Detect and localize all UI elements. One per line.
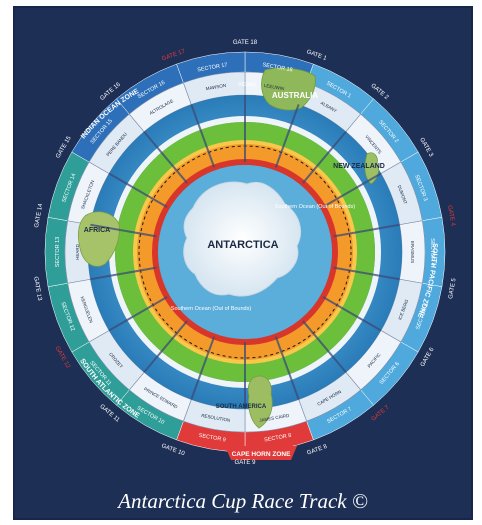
gate-label: GATE 18	[233, 40, 258, 46]
sector-label: SECTOR 17	[197, 62, 228, 73]
sector-label: SECTOR 4	[429, 238, 435, 265]
sector-spoke	[333, 223, 400, 238]
map-frame: ANTARCTICA AUSTRALIA NEW ZEALAND AFRICA …	[13, 6, 473, 520]
sector-spoke	[274, 104, 300, 168]
sector-label: SECTOR 9	[198, 433, 226, 444]
sector-spoke	[108, 172, 168, 208]
sector-spoke	[302, 320, 347, 373]
antarctica-label: ANTARCTICA	[207, 239, 278, 251]
australia-label: AUSTRALIA	[272, 91, 318, 100]
gate-label: GATE 3	[418, 137, 434, 159]
gate-label: GATE 8	[306, 444, 328, 457]
sector-name-label: MAWSON	[205, 83, 226, 92]
sector-spoke	[333, 266, 400, 281]
albany-label: Albany	[238, 82, 256, 88]
southern-ocean-label-bottom: Southern Ocean (Out of Bounds)	[171, 306, 252, 312]
map-caption: Antarctica Cup Race Track ©	[118, 488, 368, 513]
new-zealand-label: NEW ZEALAND	[333, 163, 385, 170]
sector-name-label: RESOLUTION	[201, 413, 231, 423]
cape-horn-zone-label: CAPE HORN ZONE	[232, 451, 292, 458]
race-track-map: ANTARCTICA AUSTRALIA NEW ZEALAND AFRICA …	[32, 40, 458, 466]
sector-label: SECTOR 13	[55, 237, 61, 267]
sector-spoke	[90, 223, 157, 238]
sector-name-label: ERASMUS	[410, 241, 415, 263]
sector-spoke	[143, 320, 188, 373]
sector-spoke	[90, 266, 157, 281]
africa-label: AFRICA	[84, 227, 110, 234]
south-america-label: SOUTH AMERICA	[216, 404, 267, 410]
sector-spokes	[90, 95, 400, 409]
sector-spoke	[322, 172, 382, 208]
gate-label: GATE 1	[306, 49, 328, 62]
cape-horn-zone-bar	[225, 446, 297, 460]
sector-spoke	[322, 296, 382, 332]
sector-spoke	[190, 104, 216, 168]
sector-spoke	[302, 131, 347, 184]
sector-name-label: HEARD	[75, 243, 80, 260]
sector-spoke	[190, 336, 216, 400]
gate-label: GATE 9	[235, 460, 257, 466]
africa-landmass	[77, 211, 120, 267]
zone-ring	[44, 51, 446, 453]
gate-label: GATE 6	[420, 346, 436, 368]
gate-label: GATE 7	[371, 404, 391, 422]
gate-label: GATE 14	[34, 203, 44, 229]
gate-label: GATE 17	[161, 48, 186, 62]
sector-name-label: DUMONT	[397, 185, 409, 206]
sector-name-label: JAMES CAIRD	[259, 413, 290, 423]
gate-label: GATE 4	[446, 205, 456, 227]
sector-spoke	[274, 336, 300, 400]
sector-spoke	[108, 296, 168, 332]
sector-label: SECTOR 8	[264, 433, 292, 444]
sector-spoke	[143, 131, 188, 184]
gate-label: GATE 13	[32, 276, 42, 302]
gate-label: GATE 11	[98, 404, 121, 424]
australia-landmass	[261, 67, 316, 111]
gate-label: GATE 5	[448, 277, 458, 299]
gate-label: GATE 12	[54, 346, 72, 371]
sector-label: SECTOR 18	[262, 62, 293, 73]
antarctica-landmass	[183, 181, 301, 297]
south-america-landmass	[247, 375, 273, 429]
southern-ocean-label-top: Southern Ocean (Out of Bounds)	[275, 204, 356, 210]
gate-label: GATE 10	[160, 443, 185, 457]
sector-name-label: LEEUWIN	[264, 83, 285, 91]
